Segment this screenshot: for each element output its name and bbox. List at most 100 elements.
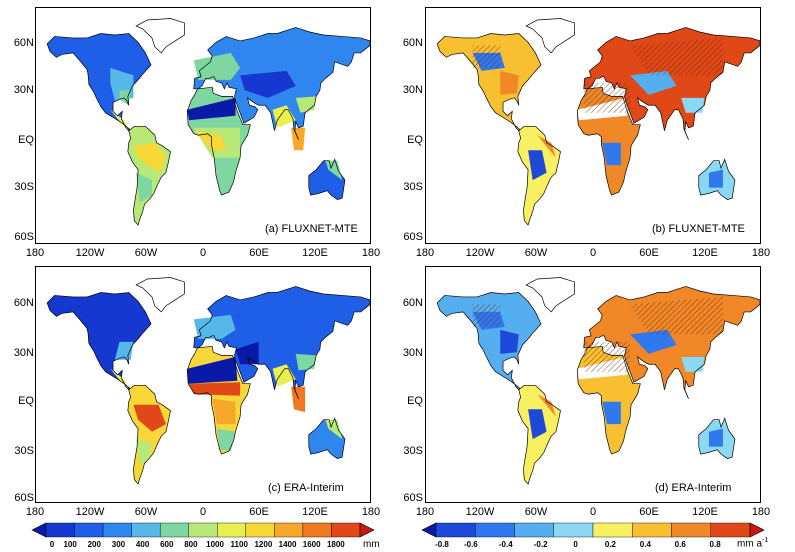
colorbar-swatch xyxy=(274,522,304,538)
lon-tick: 180 xyxy=(751,247,771,259)
colorbar-swatch xyxy=(131,522,161,538)
map-region xyxy=(528,150,547,181)
map-region xyxy=(295,353,317,371)
lat-tick: 60N xyxy=(13,37,34,49)
colorbar-swatch xyxy=(302,522,332,538)
lon-tick: 180 xyxy=(751,506,771,518)
lat-tick: 60S xyxy=(14,492,34,504)
map-region xyxy=(110,109,129,131)
colorbar-tick-label: 800 xyxy=(184,540,198,549)
colorbar-trend-unit: mm a-1 xyxy=(737,537,769,550)
colorbar-swatch xyxy=(102,522,132,538)
lon-tick: 60W xyxy=(134,247,158,259)
colorbar-mean-unit: mm xyxy=(363,539,380,550)
map-region xyxy=(325,160,343,181)
coastline-australia xyxy=(308,417,346,459)
lat-tick: 60N xyxy=(13,297,34,309)
significance-hatching xyxy=(472,45,501,68)
coastline-eurasia xyxy=(583,27,760,140)
colorbar-swatch xyxy=(159,522,189,538)
lat-tick: EQ xyxy=(407,395,423,407)
lon-tick: 120E xyxy=(692,247,718,259)
coastline-southAmerica xyxy=(127,125,171,226)
colorbar-tick-label: 0.6 xyxy=(674,540,686,549)
colorbar-tick-label: 0.2 xyxy=(604,540,616,549)
panel-a-label: (a) FLUXNET-MTE xyxy=(265,223,358,235)
map-region xyxy=(193,286,370,399)
map-region xyxy=(295,96,317,113)
map-region xyxy=(127,126,171,226)
colorbar-swatch xyxy=(671,522,711,538)
coastline-eurasia xyxy=(583,286,760,399)
colorbar-swatch xyxy=(514,522,554,538)
map-region xyxy=(528,409,547,440)
lon-tick: 0 xyxy=(199,506,207,518)
colorbar-tick-label: -0.2 xyxy=(533,540,548,549)
map-region xyxy=(709,428,723,447)
map-region xyxy=(110,368,129,390)
colorbar-swatch xyxy=(435,522,476,538)
coastline-australia xyxy=(698,417,736,459)
map-region xyxy=(235,341,259,365)
lon-tick: 120W xyxy=(75,506,105,518)
lon-tick: 0 xyxy=(589,506,597,518)
map-region xyxy=(437,292,542,390)
colorbar-swatch xyxy=(188,522,218,538)
panel-b-label: (b) FLUXNET-MTE xyxy=(652,223,745,235)
colorbar-swatch xyxy=(553,522,594,538)
colorbar-swatch xyxy=(331,522,361,538)
map-region xyxy=(136,18,185,53)
map-region xyxy=(47,292,152,390)
map-canvas xyxy=(436,18,760,226)
colorbar-tick-label: 600 xyxy=(160,540,174,549)
lon-tick: 60E xyxy=(639,506,659,518)
coastline-northAmerica xyxy=(46,292,152,391)
colorbar-tick-label: -0.4 xyxy=(498,540,513,549)
map-region xyxy=(526,18,575,53)
coastline-africa xyxy=(576,345,641,455)
coastline-northAmerica xyxy=(46,33,152,132)
map-region xyxy=(272,364,296,387)
map-region xyxy=(193,130,227,151)
coastline-northAmerica xyxy=(436,33,542,132)
coastline-southAmerica xyxy=(517,384,561,485)
lat-tick: 60S xyxy=(14,231,34,243)
map-region xyxy=(291,386,306,413)
colorbar-tick-label: 300 xyxy=(111,540,126,549)
colorbar-swatch xyxy=(592,522,633,538)
map-region xyxy=(437,33,542,131)
colorbar-tick-label: -0.8 xyxy=(435,540,449,549)
map-region xyxy=(193,314,236,339)
map-region xyxy=(500,329,519,354)
lon-tick: 60E xyxy=(249,506,269,518)
lon-tick: 180 xyxy=(415,247,435,259)
map-region xyxy=(630,70,677,95)
lon-tick: 180 xyxy=(361,506,381,518)
colorbar-swatch xyxy=(475,522,515,538)
colorbar-tick-label: 0.8 xyxy=(709,540,721,549)
map-region xyxy=(500,70,519,95)
coastline-eurasia xyxy=(193,27,370,140)
lat-tick: 60S xyxy=(403,492,423,504)
map-region xyxy=(47,33,152,131)
map-region xyxy=(272,105,296,128)
lat-tick: 60N xyxy=(402,37,423,49)
significance-hatching xyxy=(583,341,631,372)
map-region xyxy=(537,394,556,417)
map-region xyxy=(119,90,131,106)
colorbar-swatch xyxy=(217,522,247,538)
colorbar-mean xyxy=(31,522,375,538)
lon-tick: 120E xyxy=(692,506,718,518)
panel-c-map xyxy=(35,266,371,503)
lon-tick: 0 xyxy=(589,247,597,259)
colorbar-tick-label: 400 xyxy=(135,540,150,549)
map-region xyxy=(133,404,166,432)
colorbar-tick-label: -0.6 xyxy=(463,540,478,549)
lon-tick: 60E xyxy=(639,247,659,259)
colorbar-swatch xyxy=(45,522,75,538)
map-region xyxy=(602,142,621,166)
map-region xyxy=(681,356,705,372)
colorbar-swatch xyxy=(74,522,104,538)
lat-tick: EQ xyxy=(18,134,34,146)
lon-tick: 60W xyxy=(524,506,548,518)
